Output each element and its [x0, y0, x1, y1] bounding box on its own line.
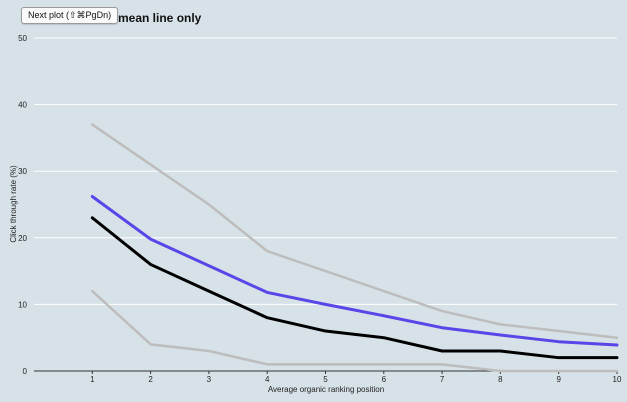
series-line-1: [91, 123, 619, 339]
x-tick-label: 9: [556, 375, 561, 384]
y-axis-label: Click through rate (%): [9, 165, 18, 243]
series-line-4: [90, 216, 619, 360]
y-tick-label: 0: [23, 367, 28, 376]
tick-labels: 0 10 20 30 40 50 1 2 3 4 5 6 7 8 9 10: [18, 34, 622, 384]
chart-title: mean line only: [118, 11, 202, 25]
series-line-3: [90, 195, 619, 347]
series-line-2: [91, 289, 619, 373]
y-tick-label: 10: [18, 300, 27, 309]
next-plot-button[interactable]: Next plot (⇧⌘PgDn): [21, 7, 119, 24]
x-tick-label: 1: [90, 375, 95, 384]
x-tick-label: 6: [382, 375, 387, 384]
y-tick-label: 30: [18, 167, 27, 176]
x-tick-label: 3: [207, 375, 212, 384]
x-tick-label: 7: [440, 375, 445, 384]
x-tick-label: 8: [498, 375, 503, 384]
y-tick-label: 50: [18, 34, 27, 43]
x-tick-label: 4: [265, 375, 270, 384]
series-lines: [90, 123, 619, 373]
grid-lines: [34, 37, 617, 372]
x-axis-label: Average organic ranking position: [268, 385, 384, 394]
x-tick-label: 5: [323, 375, 328, 384]
x-tick-label: 2: [148, 375, 153, 384]
y-tick-label: 20: [18, 234, 27, 243]
y-tick-label: 40: [18, 101, 27, 110]
x-tick-label: 10: [613, 375, 622, 384]
